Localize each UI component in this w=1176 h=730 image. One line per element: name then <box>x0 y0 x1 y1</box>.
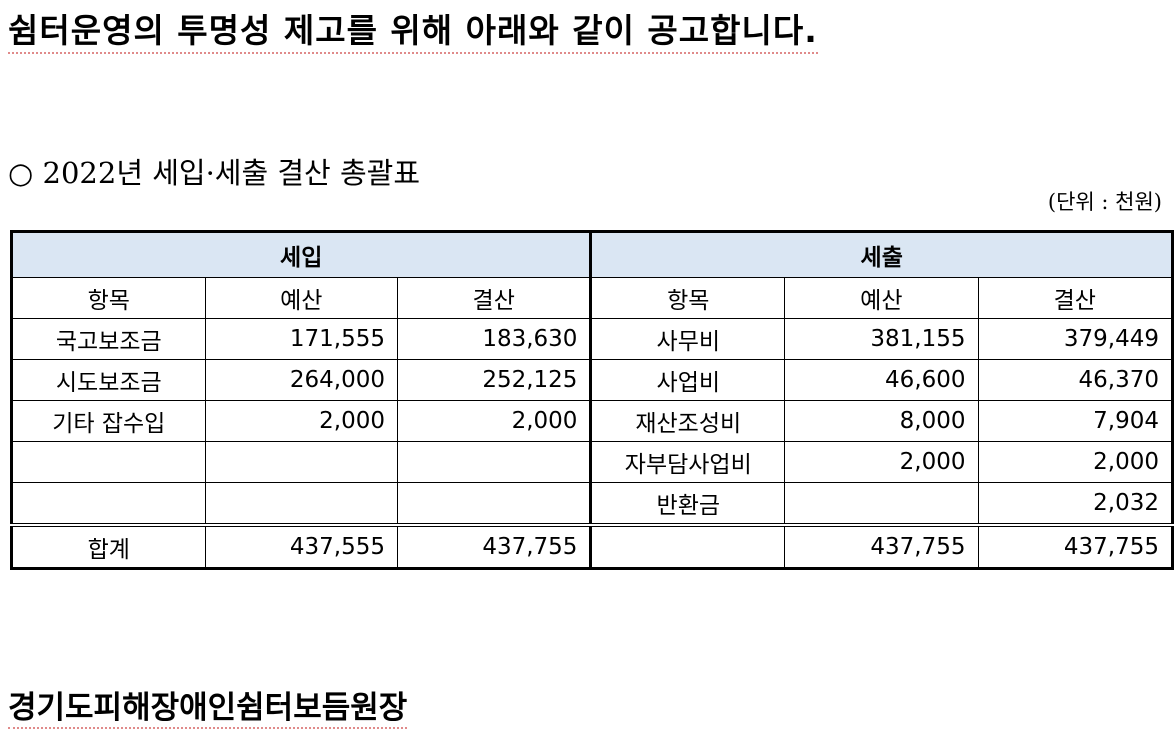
unit-note: (단위 : 천원) <box>1047 190 1162 214</box>
expense-item-cell: 재산조성비 <box>590 400 786 442</box>
table-row: 기타 잡수입 2,000 2,000 재산조성비 8,000 7,904 <box>11 400 1174 442</box>
expense-settlement-cell: 379,449 <box>977 318 1174 360</box>
total-expense-budget: 437,755 <box>784 523 979 569</box>
income-settlement-cell: 252,125 <box>396 359 593 401</box>
expense-budget-cell: 2,000 <box>784 441 979 483</box>
expense-settlement-cell: 2,032 <box>977 482 1174 526</box>
total-income-budget: 437,555 <box>204 523 399 569</box>
income-budget-cell <box>204 441 399 483</box>
expense-budget-cell: 46,600 <box>784 359 979 401</box>
total-label: 합계 <box>11 523 206 569</box>
table-row: 시도보조금 264,000 252,125 사업비 46,600 46,370 <box>11 359 1174 401</box>
expense-budget-header: 예산 <box>784 277 979 319</box>
income-settlement-cell: 183,630 <box>396 318 593 360</box>
income-item-header: 항목 <box>11 277 206 319</box>
income-item-cell: 국고보조금 <box>11 318 206 360</box>
expense-item-cell: 반환금 <box>590 482 786 526</box>
expense-header: 세출 <box>590 231 1173 278</box>
expense-settlement-header: 결산 <box>977 277 1174 319</box>
section-title: ○ 2022년 세입·세출 결산 총괄표 <box>8 156 420 190</box>
income-header: 세입 <box>10 231 593 278</box>
income-budget-cell <box>204 482 399 526</box>
income-item-cell: 기타 잡수입 <box>11 400 206 442</box>
expense-item-cell: 사업비 <box>590 359 786 401</box>
table-row: 반환금 2,032 <box>11 482 1174 526</box>
settlement-summary-table: 세입 세출 항목 예산 결산 항목 예산 결산 국고보조금 171,555 18… <box>10 230 1174 570</box>
table-row: 자부담사업비 2,000 2,000 <box>11 441 1174 483</box>
income-budget-header: 예산 <box>204 277 399 319</box>
total-expense-settlement: 437,755 <box>977 523 1174 569</box>
expense-settlement-cell: 46,370 <box>977 359 1174 401</box>
expense-budget-cell <box>784 482 979 526</box>
income-budget-cell: 2,000 <box>204 400 399 442</box>
income-settlement-cell <box>396 482 593 526</box>
total-income-settlement: 437,755 <box>396 523 593 569</box>
expense-budget-cell: 8,000 <box>784 400 979 442</box>
income-item-cell <box>11 482 206 526</box>
income-item-cell <box>11 441 206 483</box>
announcement-headline: 쉼터운영의 투명성 제고를 위해 아래와 같이 공고합니다. <box>8 4 818 54</box>
income-budget-cell: 171,555 <box>204 318 399 360</box>
income-budget-cell: 264,000 <box>204 359 399 401</box>
income-item-cell: 시도보조금 <box>11 359 206 401</box>
expense-settlement-cell: 7,904 <box>977 400 1174 442</box>
expense-item-cell: 자부담사업비 <box>590 441 786 483</box>
income-settlement-cell: 2,000 <box>396 400 593 442</box>
income-settlement-header: 결산 <box>396 277 593 319</box>
total-row: 합계 437,555 437,755 437,755 437,755 <box>11 523 1174 569</box>
expense-settlement-cell: 2,000 <box>977 441 1174 483</box>
total-expense-item <box>590 523 786 569</box>
table-row: 국고보조금 171,555 183,630 사무비 381,155 379,44… <box>11 318 1174 360</box>
expense-item-header: 항목 <box>590 277 786 319</box>
expense-budget-cell: 381,155 <box>784 318 979 360</box>
expense-item-cell: 사무비 <box>590 318 786 360</box>
column-header-row: 항목 예산 결산 항목 예산 결산 <box>11 277 1174 319</box>
group-header-row: 세입 세출 <box>10 231 1173 278</box>
income-settlement-cell <box>396 441 593 483</box>
signature-footer: 경기도피해장애인쉼터보듬원장 <box>8 682 408 729</box>
